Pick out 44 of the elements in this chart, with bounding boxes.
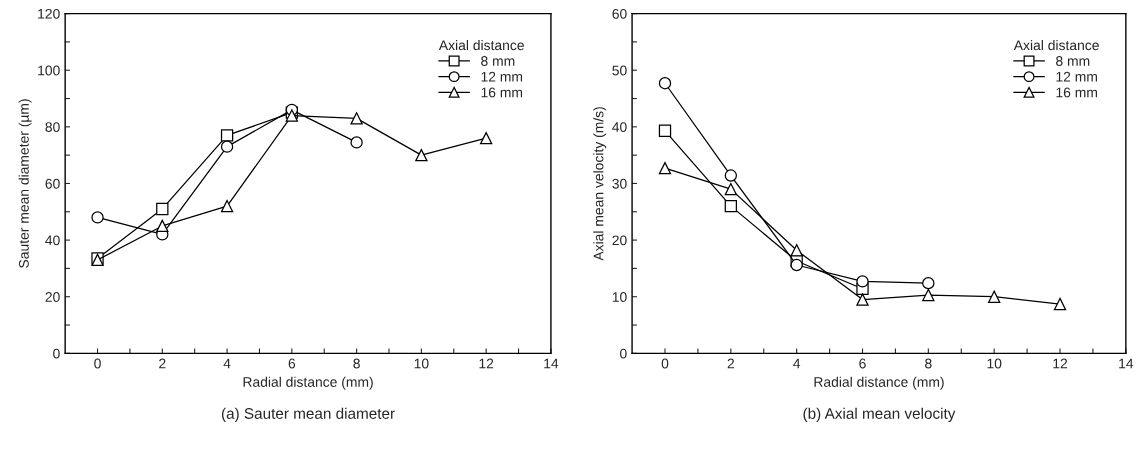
y-tick-label: 50 xyxy=(612,65,627,76)
legend-title: Axial distance xyxy=(438,39,524,51)
x-tick-label: 0 xyxy=(94,358,101,369)
y-axis-title: Axial mean velocity (m/s) xyxy=(593,107,607,261)
y-tick-label: 20 xyxy=(612,235,627,246)
y-tick-label: 40 xyxy=(45,235,60,246)
y-tick-label: 40 xyxy=(612,122,627,133)
legend-label: 12 mm xyxy=(481,71,523,82)
y-tick-label: 60 xyxy=(612,8,627,19)
x-tick-label: 8 xyxy=(353,358,360,369)
x-tick-label: 12 xyxy=(479,358,494,369)
x-tick-label: 4 xyxy=(223,358,231,369)
legend-label: 8 mm xyxy=(1056,56,1090,66)
x-tick-label: 4 xyxy=(793,358,801,369)
legend-title: Axial distance xyxy=(1013,39,1099,51)
x-tick-label: 6 xyxy=(288,358,296,369)
legend-label: 16 mm xyxy=(481,87,523,98)
y-tick-label: 20 xyxy=(45,292,60,302)
y-tick-label: 0 xyxy=(53,348,60,359)
y-tick-label: 80 xyxy=(45,122,60,133)
legend-label: 12 mm xyxy=(1056,71,1097,82)
x-axis-title: Radial distance (mm) xyxy=(243,376,373,390)
x-tick-label: 10 xyxy=(414,358,429,369)
y-tick-label: 120 xyxy=(38,8,60,19)
legend-label: 8 mm xyxy=(481,56,515,66)
x-tick-label: 6 xyxy=(859,358,866,369)
x-tick-label: 12 xyxy=(1053,358,1068,369)
x-tick-label: 2 xyxy=(159,358,166,369)
legend-label: 16 mm xyxy=(1056,87,1097,98)
y-axis-title: Sauter mean diameter (µm) xyxy=(18,99,32,268)
x-tick-label: 10 xyxy=(987,358,1002,369)
y-tick-label: 30 xyxy=(612,178,627,189)
x-tick-label: 14 xyxy=(1119,358,1134,369)
text: (b) Axial mean velocity xyxy=(803,407,956,422)
y-tick-label: 60 xyxy=(45,178,60,189)
x-tick-label: 8 xyxy=(925,358,932,369)
text: (a) Sauter mean diameter xyxy=(221,407,395,422)
y-tick-label: 0 xyxy=(620,348,627,359)
x-axis-title: Radial distance (mm) xyxy=(814,376,944,390)
y-tick-label: 100 xyxy=(38,65,60,76)
y-tick-label: 10 xyxy=(612,292,627,302)
x-tick-label: 0 xyxy=(661,358,669,369)
x-tick-label: 2 xyxy=(727,358,734,369)
x-tick-label: 14 xyxy=(544,358,559,369)
